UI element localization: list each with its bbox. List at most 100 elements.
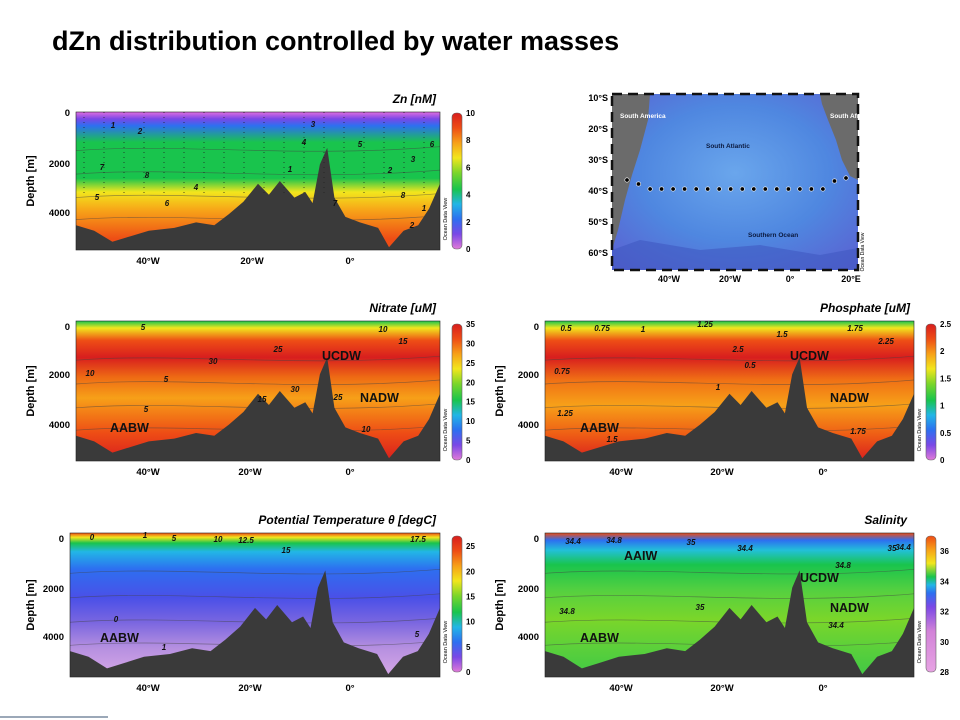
- station-marker: [693, 186, 699, 192]
- water-mass-label: AAIW: [624, 549, 658, 563]
- station-marker: [705, 186, 711, 192]
- contour-line: [76, 169, 440, 176]
- plot-frame: [75, 111, 441, 251]
- x-tick-label: 20°W: [238, 467, 261, 478]
- station-marker: [635, 181, 641, 187]
- contour-label: 1: [716, 383, 721, 392]
- contour-label: 1: [162, 643, 167, 652]
- contour-label: 5: [144, 405, 149, 414]
- x-tick-label: 40°W: [136, 683, 159, 694]
- contour-label: 10: [214, 535, 223, 544]
- contour-label: 34.4: [895, 543, 911, 552]
- colorbar-tick-label: 1.5: [940, 374, 952, 383]
- station-marker: [785, 186, 791, 192]
- station-marker: [682, 186, 688, 192]
- x-tick-label: 40°W: [136, 256, 159, 267]
- south-africa-landmass: [820, 94, 858, 180]
- contour-label: 30: [209, 357, 218, 366]
- y-axis-label: Depth [m]: [25, 155, 37, 207]
- colorbar-tick-label: 32: [940, 608, 949, 617]
- contour-label: 34.8: [835, 561, 851, 570]
- water-mass-label: UCDW: [800, 571, 839, 585]
- contour-line: [545, 568, 914, 575]
- y-tick-label: 4000: [43, 632, 64, 643]
- y-axis-label: Depth [m]: [494, 579, 506, 631]
- contour-line: [545, 593, 914, 599]
- contour-label: 34.4: [737, 544, 753, 553]
- contour-label: 5: [141, 323, 146, 332]
- contour-label: 5: [95, 193, 100, 202]
- section-panel-temperature: Potential Temperature θ [degC] Depth [m] 0…: [25, 513, 475, 694]
- station-marker: [739, 186, 745, 192]
- map-label-south-atlantic: South Atlantic: [706, 143, 750, 150]
- colorbar-tick-label: 30: [466, 339, 475, 348]
- water-mass-label: AABW: [580, 421, 619, 435]
- colorbar: [451, 535, 463, 673]
- map-lat-label: 50°S: [588, 217, 608, 227]
- slide-title: dZn distribution controlled by water mas…: [52, 26, 620, 56]
- y-tick-label: 4000: [49, 420, 70, 431]
- contour-line: [545, 355, 914, 362]
- contour-label: 1.25: [697, 320, 713, 329]
- colorbar-tick-label: 6: [466, 163, 471, 172]
- southern-ocean-deep: [612, 240, 858, 270]
- y-tick-label: 2000: [518, 370, 539, 381]
- map-label-southern-ocean: Southern Ocean: [748, 232, 798, 239]
- x-tick-label: 20°W: [710, 683, 733, 694]
- water-mass-label: AABW: [580, 631, 619, 645]
- map-lon-label: 40°W: [658, 274, 681, 284]
- contour-label: 1.5: [606, 435, 618, 444]
- odv-credit: Ocean Data View: [443, 198, 449, 241]
- section-panel-phosphate: Phosphate [uM] Depth [m] 0 2000 4000 40°W 20°W…: [494, 301, 952, 478]
- y-tick-label: 4000: [518, 632, 539, 643]
- water-mass-label: UCDW: [322, 349, 361, 363]
- contour-label: 6: [165, 199, 170, 208]
- x-tick-label: 40°W: [609, 467, 632, 478]
- contour-label: 0.75: [594, 324, 610, 333]
- station-marker: [624, 177, 630, 183]
- map-lat-label: 10°S: [588, 93, 608, 103]
- contour-label: 1: [422, 204, 427, 213]
- colorbar-tick-label: 10: [466, 417, 475, 426]
- y-tick-label: 0: [59, 534, 64, 545]
- map-lat-label: 30°S: [588, 155, 608, 165]
- colorbar-tick-label: 2.5: [940, 320, 952, 329]
- map-label-south-america: South America: [620, 113, 666, 120]
- contour-label: 10: [379, 325, 388, 334]
- map-odv-credit: Ocean Data View: [860, 232, 866, 271]
- y-tick-label: 0: [65, 108, 70, 119]
- contour-label: 17.5: [410, 535, 426, 544]
- contour-label: 5: [358, 140, 363, 149]
- contour-label: 4: [193, 183, 199, 192]
- contour-label: 10: [362, 425, 371, 434]
- contour-label: 25: [273, 345, 283, 354]
- y-tick-label: 4000: [49, 208, 70, 219]
- panel-title: Phosphate [uM]: [820, 301, 911, 315]
- colorbar: [451, 112, 463, 250]
- contour-label: 5: [164, 375, 169, 384]
- contour-line: [70, 568, 440, 575]
- contour-label: 5: [172, 534, 177, 543]
- contour-label: 15: [399, 337, 408, 346]
- colorbar: [451, 323, 463, 461]
- colorbar-tick-label: 20: [466, 378, 475, 387]
- station-marker: [728, 186, 734, 192]
- contour-line: [76, 379, 440, 385]
- station-marker: [843, 175, 849, 181]
- contour-label: 3: [311, 120, 316, 129]
- y-tick-label: 2000: [49, 159, 70, 170]
- colorbar-tick-label: 25: [466, 542, 475, 551]
- contour-label: 15: [258, 395, 267, 404]
- seafloor-bathymetry: [70, 570, 440, 677]
- colorbar-tick-label: 2: [940, 347, 945, 356]
- contour-line: [76, 193, 440, 199]
- odv-credit: Ocean Data View: [917, 621, 923, 664]
- contour-label: 1: [143, 531, 148, 540]
- contour-line: [545, 403, 914, 409]
- station-marker: [831, 178, 837, 184]
- contour-label: 6: [430, 140, 435, 149]
- station-marker: [670, 186, 676, 192]
- contour-label: 35: [687, 538, 696, 547]
- contour-label: 1.75: [850, 427, 866, 436]
